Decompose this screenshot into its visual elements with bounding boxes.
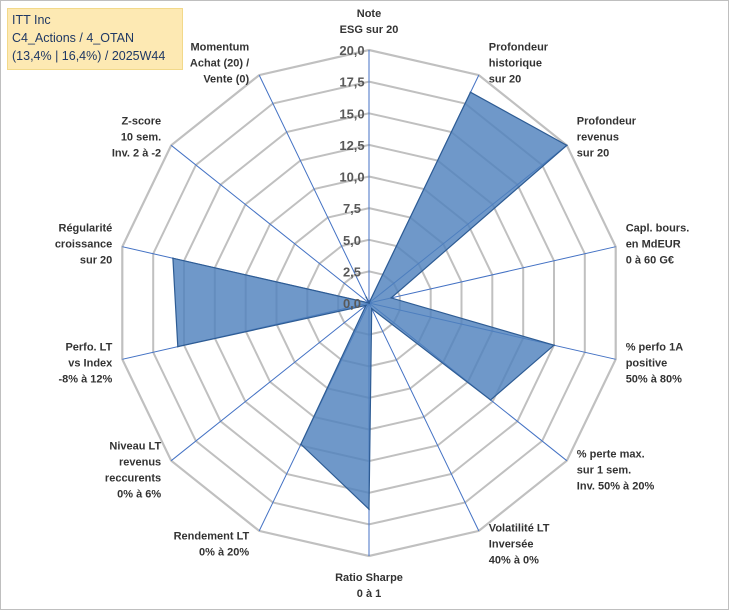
axis-label-line: vs Index bbox=[68, 357, 113, 369]
axis-label: Niveau LT revenus reccurents 0% à 6% bbox=[105, 441, 162, 501]
axis-label-line: % perte max. bbox=[577, 449, 645, 461]
data-point bbox=[172, 257, 174, 259]
axis-label-line: Rendement LT bbox=[174, 531, 250, 543]
axis-label-line: Perfo. LT bbox=[65, 341, 112, 353]
chart-subtitle-stats: (13,4% | 16,4%) / 2025W44 bbox=[12, 47, 178, 65]
axis-label-line: ESG sur 20 bbox=[340, 24, 399, 36]
axis-label: Rendement LT 0% à 20% bbox=[174, 531, 250, 559]
data-point bbox=[368, 302, 370, 304]
axis-label-line: sur 20 bbox=[577, 148, 609, 160]
axis-label: Régularité croissance sur 20 bbox=[55, 223, 112, 267]
axis-label-line: historique bbox=[489, 57, 542, 69]
tick-label: 5,0 bbox=[343, 233, 361, 248]
tick-label: 0,0 bbox=[343, 296, 361, 311]
axis-label-line: Inversée bbox=[489, 539, 534, 551]
radar-tick-labels: 0,0 2,5 5,0 7,5 10,0 12,5 15,0 17,5 20,0 bbox=[339, 43, 364, 311]
axis-label-line: 0% à 20% bbox=[199, 547, 249, 559]
axis-label-line: Inv. 50% à 20% bbox=[577, 481, 655, 493]
axis-label-line: sur 20 bbox=[80, 255, 112, 267]
axis-label: Profondeur revenus sur 20 bbox=[577, 116, 637, 160]
axis-label: Note ESG sur 20 bbox=[340, 8, 399, 36]
axis-label: Z-score 10 sem. Inv. 2 à -2 bbox=[112, 116, 161, 160]
axis-label-line: 40% à 0% bbox=[489, 555, 539, 567]
data-point bbox=[390, 297, 392, 299]
axis-label-line: 10 sem. bbox=[121, 132, 161, 144]
axis-label: Capl. bours. en MdEUR 0 à 60 G€ bbox=[626, 223, 690, 267]
data-point bbox=[300, 444, 302, 446]
data-point bbox=[368, 508, 370, 510]
data-point bbox=[490, 399, 492, 401]
axis-label-line: Vente (0) bbox=[203, 73, 249, 85]
axis-label-line: 0 à 60 G€ bbox=[626, 255, 674, 267]
axis-label: Volatilité LT Inversée 40% à 0% bbox=[489, 523, 550, 567]
radar-chart: 0,0 2,5 5,0 7,5 10,0 12,5 15,0 17,5 20,0 Note ESG… bbox=[0, 0, 729, 610]
tick-label: 7,5 bbox=[343, 201, 361, 216]
axis-label: % perfo 1A positive 50% à 80% bbox=[626, 341, 684, 385]
axis-label-line: sur 1 sem. bbox=[577, 465, 631, 477]
tick-label: 12,5 bbox=[339, 138, 364, 153]
axis-label: Ratio Sharpe 0 à 1 bbox=[335, 572, 403, 600]
axis-label-line: Profondeur bbox=[577, 116, 637, 128]
axis-label-line: en MdEUR bbox=[626, 239, 681, 251]
axis-label-line: reccurents bbox=[105, 473, 161, 485]
axis-label-line: Momentum bbox=[191, 41, 250, 53]
axis-label-line: Niveau LT bbox=[109, 441, 161, 453]
radar-series bbox=[172, 91, 568, 510]
axis-label: Perfo. LT vs Index -8% à 12% bbox=[58, 341, 113, 385]
axis-label-line: revenus bbox=[119, 457, 161, 469]
axis-label-line: 0 à 1 bbox=[357, 588, 381, 600]
axis-label-line: Achat (20) / bbox=[190, 57, 249, 69]
axis-label: Momentum Achat (20) / Vente (0) bbox=[190, 41, 250, 85]
data-point bbox=[177, 346, 179, 348]
chart-title: ITT Inc bbox=[12, 11, 178, 29]
axis-label-line: Ratio Sharpe bbox=[335, 572, 403, 584]
data-point bbox=[566, 145, 568, 147]
data-point bbox=[365, 305, 367, 307]
axis-label-line: sur 20 bbox=[489, 73, 521, 85]
axis-label-line: Capl. bours. bbox=[626, 223, 690, 235]
chart-title-box: ITT Inc C4_Actions / 4_OTAN (13,4% | 16,… bbox=[7, 8, 183, 70]
axis-label-line: Note bbox=[357, 8, 381, 20]
axis-label-line: Profondeur bbox=[489, 41, 549, 53]
axis-label: Profondeur historique sur 20 bbox=[489, 41, 549, 85]
series-area bbox=[173, 92, 567, 509]
chart-subtitle-category: C4_Actions / 4_OTAN bbox=[12, 29, 178, 47]
data-point bbox=[371, 308, 373, 310]
axis-label-line: revenus bbox=[577, 132, 619, 144]
tick-label: 10,0 bbox=[339, 170, 364, 185]
axis-label-line: Volatilité LT bbox=[489, 523, 550, 535]
axis-label-line: positive bbox=[626, 357, 668, 369]
tick-label: 2,5 bbox=[343, 264, 361, 279]
tick-label: 20,0 bbox=[339, 43, 364, 58]
axis-label-line: Z-score bbox=[121, 116, 161, 128]
axis-label-line: -8% à 12% bbox=[58, 373, 112, 385]
axis-label-line: % perfo 1A bbox=[626, 341, 684, 353]
axis-label-line: 50% à 80% bbox=[626, 373, 682, 385]
data-point bbox=[366, 297, 368, 299]
axis-label-line: 0% à 6% bbox=[117, 489, 161, 501]
axis-label-line: Régularité bbox=[59, 223, 113, 235]
axis-label-line: croissance bbox=[55, 239, 112, 251]
data-point bbox=[553, 344, 555, 346]
axis-label: % perte max. sur 1 sem. Inv. 50% à 20% bbox=[577, 449, 655, 493]
axis-label-line: Inv. 2 à -2 bbox=[112, 148, 161, 160]
tick-label: 17,5 bbox=[339, 75, 364, 90]
tick-label: 15,0 bbox=[339, 106, 364, 121]
data-point bbox=[470, 91, 472, 93]
